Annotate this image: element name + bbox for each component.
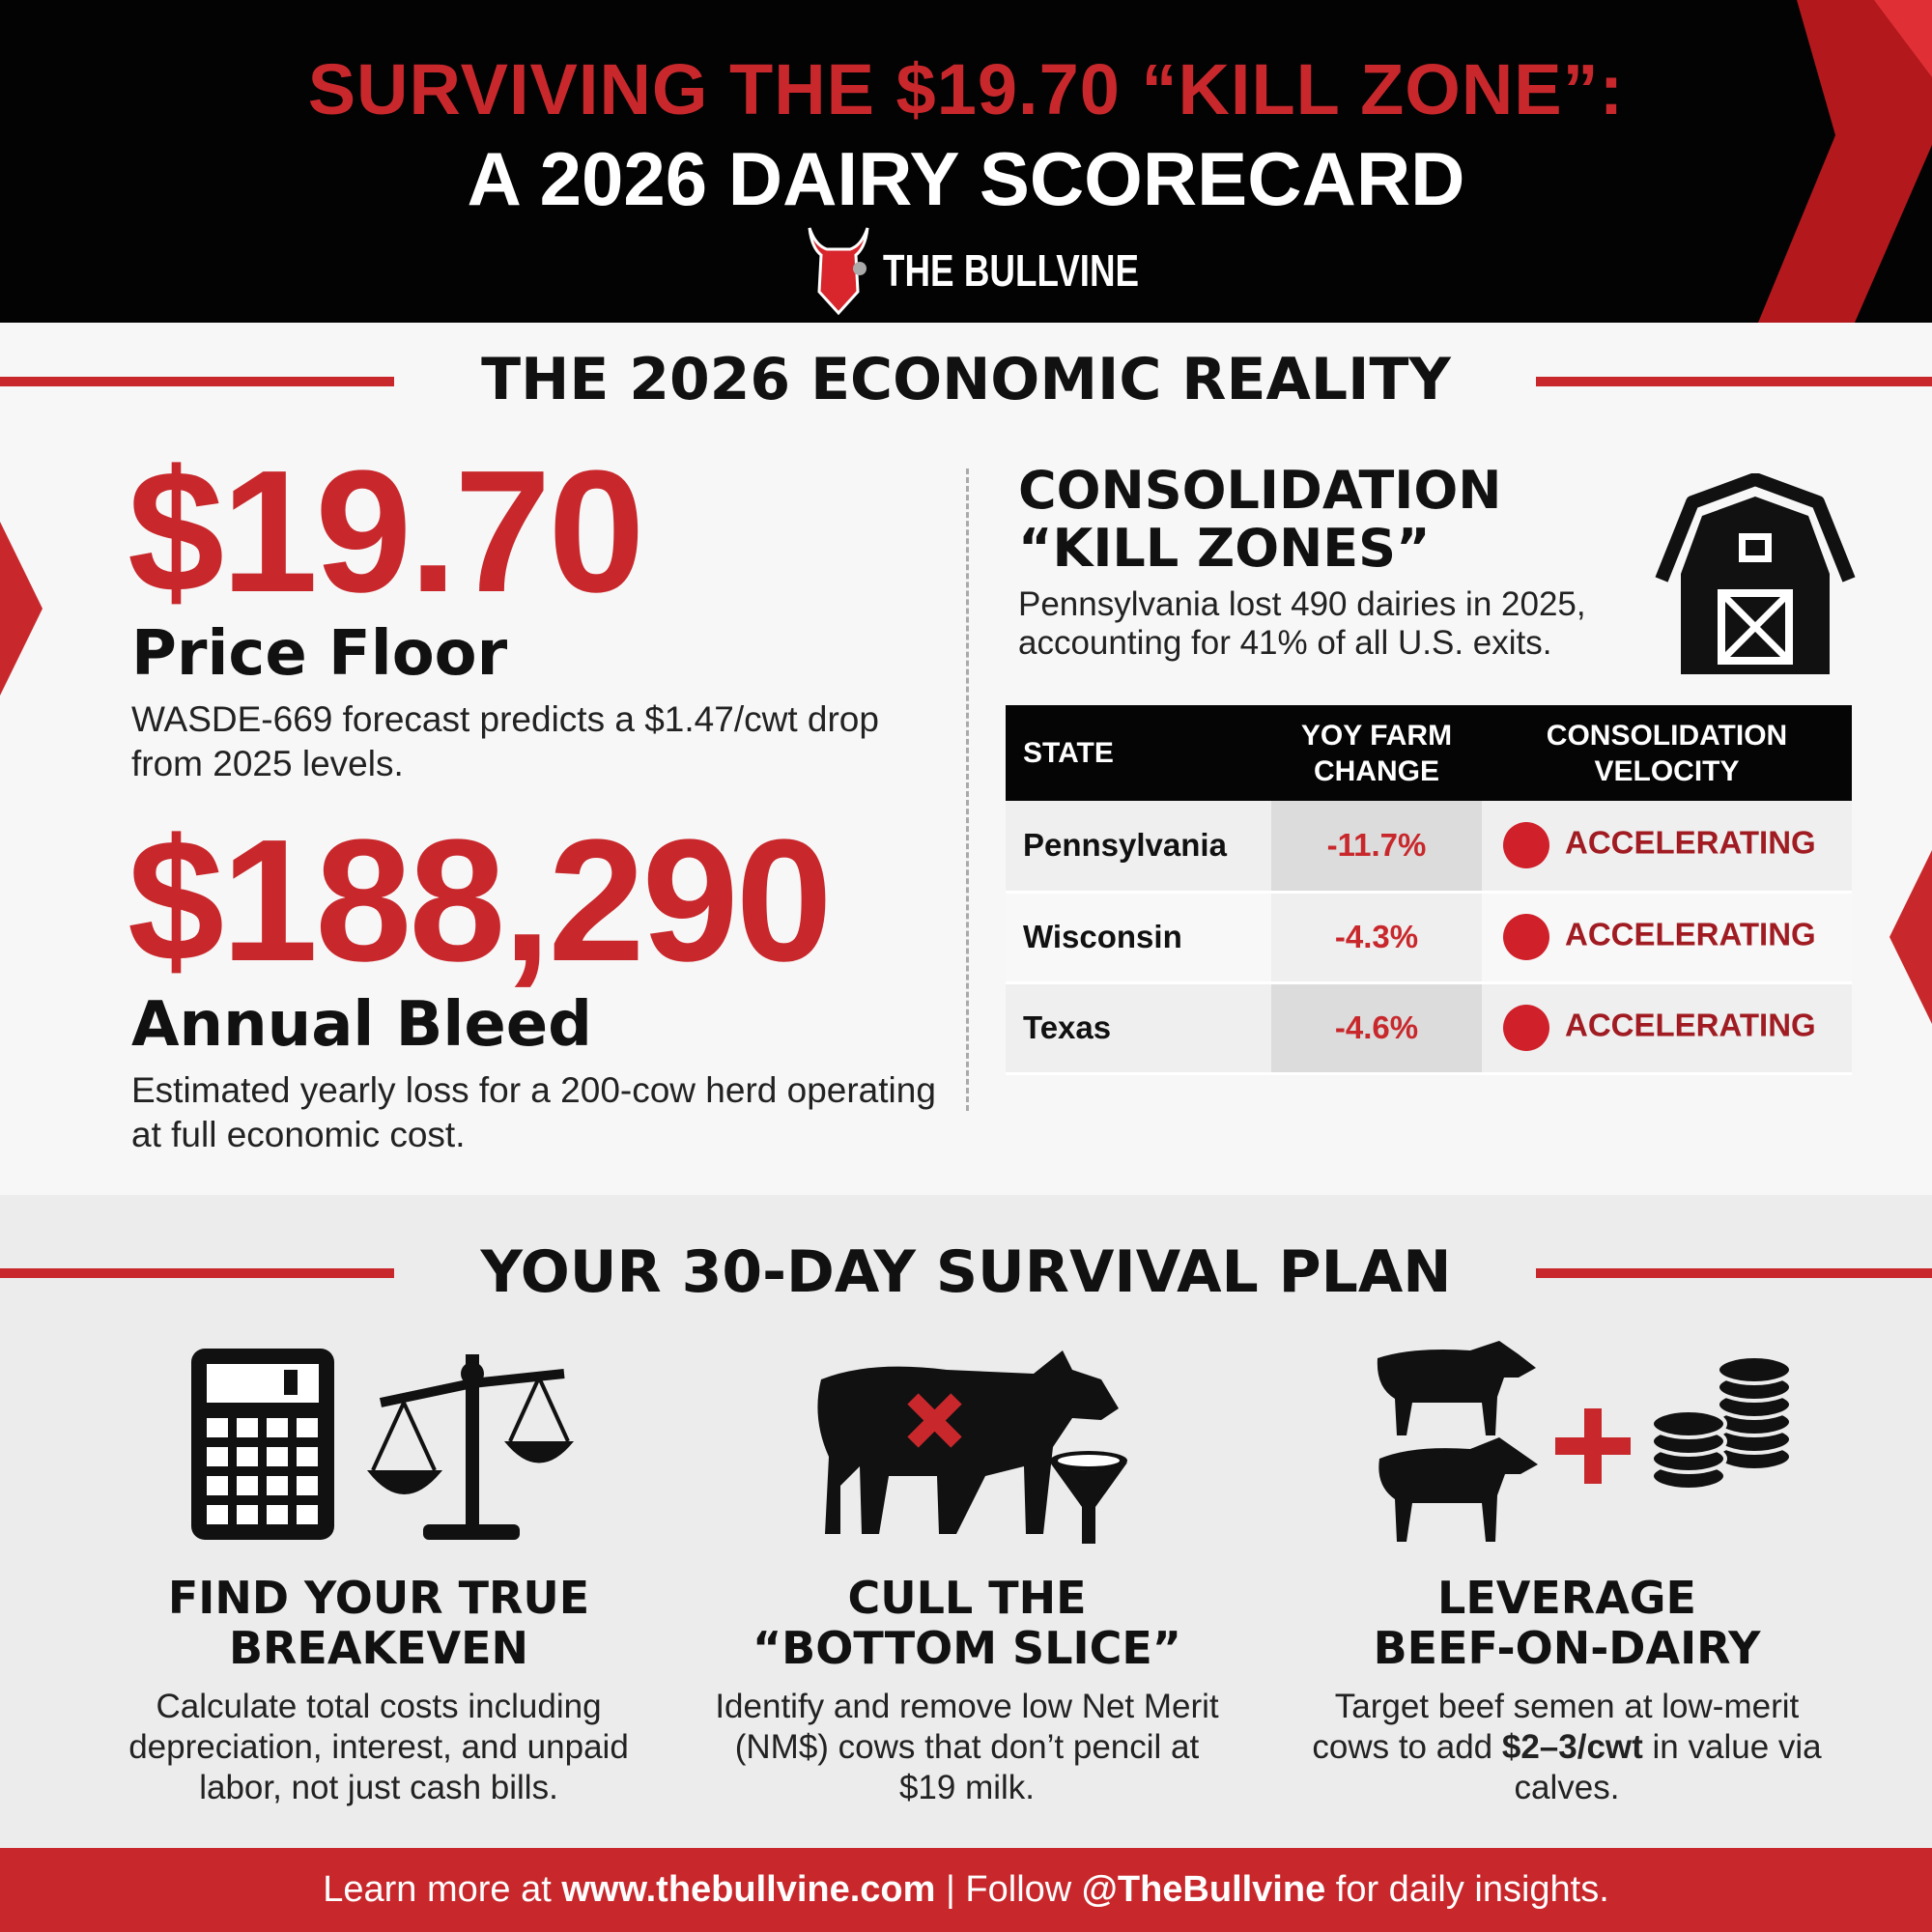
footer-text: Learn more at <box>323 1869 562 1910</box>
divider-line <box>0 1268 394 1278</box>
annual-bleed-label: Annual Bleed <box>131 989 592 1061</box>
state-cell: Wisconsin <box>1006 892 1271 984</box>
section-heading-plan: YOUR 30-DAY SURVIVAL PLAN <box>480 1238 1452 1306</box>
title-line-1: SURVIVING THE $19.70 “KILL ZONE”: <box>307 49 1625 129</box>
funnel-icon <box>1050 1451 1127 1544</box>
cow-x-icon <box>817 1350 1119 1534</box>
step-3-title-line2: BEEF-ON-DAIRY <box>1373 1622 1761 1674</box>
header-state: STATE <box>1006 705 1271 801</box>
footer-text-end: for daily insights. <box>1325 1869 1609 1910</box>
step-1-title-line2: BREAKEVEN <box>228 1622 529 1674</box>
velocity-cell: ACCELERATING <box>1482 801 1852 894</box>
step-1-title: FIND YOUR TRUE BREAKEVEN <box>89 1573 668 1673</box>
table-row: Texas -4.6% ACCELERATING <box>1006 982 1852 1075</box>
velocity-label: ACCELERATING <box>1565 916 1816 952</box>
velocity-cell: ACCELERATING <box>1482 892 1852 984</box>
price-floor-desc: WASDE-669 forecast predicts a $1.47/cwt … <box>131 699 879 783</box>
header-banner: SURVIVING THE $19.70 “KILL ZONE”: A 2026… <box>0 0 1932 323</box>
divider-line <box>0 377 394 386</box>
change-cell: -4.6% <box>1271 982 1482 1075</box>
annual-bleed-value: $188,290 <box>128 804 833 998</box>
change-cell: -4.3% <box>1271 892 1482 984</box>
status-dot-icon <box>1503 1005 1549 1051</box>
step-1-title-line1: FIND YOUR TRUE <box>167 1572 590 1624</box>
step-3-title-line1: LEVERAGE <box>1437 1572 1696 1624</box>
status-dot-icon <box>1503 914 1549 960</box>
velocity-cell: ACCELERATING <box>1482 982 1852 1075</box>
consolidation-title-line1: CONSOLIDATION <box>1018 460 1502 521</box>
velocity-label: ACCELERATING <box>1565 824 1816 861</box>
step-3-desc-text-end: in value via calves. <box>1514 1728 1822 1806</box>
consolidation-title: CONSOLIDATION “KILL ZONES” <box>1018 462 1501 578</box>
header-velocity: CONSOLIDATION VELOCITY <box>1482 705 1852 801</box>
annual-bleed-desc: Estimated yearly loss for a 200-cow herd… <box>131 1070 936 1154</box>
step-2-title-line1: CULL THE <box>847 1572 1087 1624</box>
header-yoy-change: YOY FARM CHANGE <box>1271 705 1482 801</box>
scale-icon <box>367 1354 574 1540</box>
table-row: Pennsylvania -11.7% ACCELERATING <box>1006 801 1852 894</box>
step-2-desc: Identify and remove low Net Merit (NM$) … <box>715 1688 1219 1806</box>
step-3-desc-highlight: $2–3/cwt <box>1501 1728 1643 1766</box>
step-3-desc: Target beef semen at low-merit cows to a… <box>1311 1687 1823 1808</box>
footer-separator: | Follow <box>935 1869 1082 1910</box>
price-floor-value: $19.70 <box>128 435 645 629</box>
left-accent <box>0 522 43 696</box>
step-1-desc: Calculate total costs including deprecia… <box>128 1688 629 1806</box>
step-3-title: LEVERAGE BEEF-ON-DAIRY <box>1277 1573 1857 1673</box>
divider-line <box>1536 377 1932 386</box>
step-2-title-line2: “BOTTOM SLICE” <box>752 1622 1182 1674</box>
cattle-icon <box>1377 1341 1538 1542</box>
velocity-label: ACCELERATING <box>1565 1007 1816 1043</box>
website-link[interactable]: www.thebullvine.com <box>561 1869 936 1910</box>
social-handle-link[interactable]: @TheBullvine <box>1081 1869 1326 1910</box>
consolidation-title-line2: “KILL ZONES” <box>1018 518 1431 579</box>
bull-icon <box>808 227 869 316</box>
column-divider <box>966 469 969 1111</box>
title-line-2: A 2026 DAIRY SCORECARD <box>467 136 1465 221</box>
step-3-desc-text: Target beef semen at low-merit cows to a… <box>1312 1688 1800 1766</box>
plus-icon <box>1555 1408 1631 1484</box>
divider-line <box>1536 1268 1932 1278</box>
barn-icon <box>1655 473 1856 674</box>
consolidation-table: STATE YOY FARM CHANGE CONSOLIDATION VELO… <box>1006 705 1852 1075</box>
state-cell: Texas <box>1006 982 1271 1075</box>
change-cell: -11.7% <box>1271 801 1482 894</box>
right-accent <box>1889 850 1932 1024</box>
status-dot-icon <box>1503 822 1549 869</box>
brand-name: THE BULLVINE <box>883 245 1140 296</box>
step-2-title: CULL THE “BOTTOM SLICE” <box>677 1573 1257 1673</box>
table-row: Wisconsin -4.3% ACCELERATING <box>1006 892 1852 984</box>
footer-bar: Learn more at www.thebullvine.com | Foll… <box>0 1848 1932 1932</box>
red-stripe-decoration <box>1758 0 1932 323</box>
section-heading-economic: THE 2026 ECONOMIC REALITY <box>481 346 1451 413</box>
price-floor-label: Price Floor <box>131 618 508 690</box>
brand-logo: THE BULLVINE <box>802 224 1203 317</box>
consolidation-desc: Pennsylvania lost 490 dairies in 2025, a… <box>1018 585 1586 662</box>
state-cell: Pennsylvania <box>1006 801 1271 894</box>
coins-icon <box>1650 1354 1793 1492</box>
calculator-icon <box>191 1349 334 1540</box>
